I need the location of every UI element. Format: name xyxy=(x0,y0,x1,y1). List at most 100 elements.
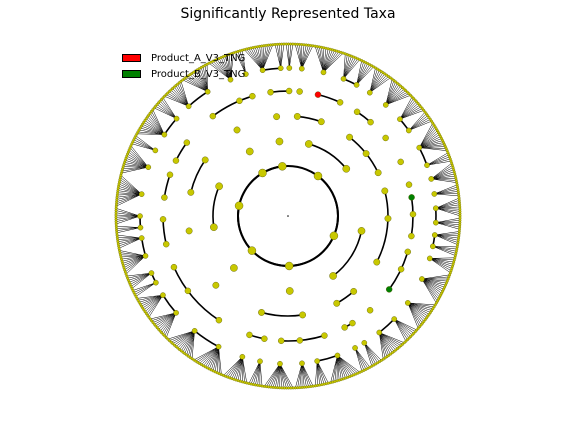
taxon-node xyxy=(174,116,179,121)
taxon-node xyxy=(350,288,356,294)
taxon-node xyxy=(398,159,404,165)
taxon-node xyxy=(430,244,435,249)
taxon-node xyxy=(286,88,292,94)
branch-arc xyxy=(163,295,176,313)
taxon-node xyxy=(236,98,242,104)
leaf-line xyxy=(436,223,460,227)
taxon-node xyxy=(146,165,151,170)
taxon-node xyxy=(341,76,346,81)
leaf-line xyxy=(430,258,451,272)
taxon-node xyxy=(260,68,265,73)
leaf-line xyxy=(355,348,364,370)
taxon-node xyxy=(278,162,286,170)
taxon-node xyxy=(138,225,143,230)
leaf-line xyxy=(357,63,366,85)
taxon-node xyxy=(246,332,252,338)
leaf-line xyxy=(394,319,410,337)
leaf-line xyxy=(120,180,142,195)
leaf-line xyxy=(409,118,429,131)
taxon-node xyxy=(314,172,322,180)
leaf-line xyxy=(434,189,458,194)
taxon-node xyxy=(185,288,191,294)
taxon-node xyxy=(273,113,279,119)
leaf-line xyxy=(364,343,379,362)
taxon-node xyxy=(321,333,327,339)
leaf-line xyxy=(136,136,155,151)
leaf-line xyxy=(433,246,456,253)
taxon-node xyxy=(173,158,179,164)
leaf-line xyxy=(422,275,450,279)
taxon-node xyxy=(261,336,267,342)
taxon-node xyxy=(343,165,350,172)
taxon-node xyxy=(358,227,365,234)
taxon-node xyxy=(337,99,343,105)
leaf-line xyxy=(427,155,449,165)
taxon-node xyxy=(173,310,178,315)
taxon-node xyxy=(278,66,283,71)
taxon-node xyxy=(315,92,321,98)
taxon-node xyxy=(367,307,373,313)
branch-arc xyxy=(379,319,394,332)
branch-arc xyxy=(262,312,303,316)
leaf-line xyxy=(315,361,317,386)
leaf-line xyxy=(135,138,156,151)
leaf-line xyxy=(260,361,262,386)
taxon-node xyxy=(161,195,167,201)
taxon-node xyxy=(184,140,190,146)
leaf-line xyxy=(255,361,260,385)
taxon-node xyxy=(153,280,158,285)
taxon-node xyxy=(398,266,404,272)
taxon-node xyxy=(186,228,192,234)
taxon-node xyxy=(405,249,411,255)
taxon-node xyxy=(216,183,223,190)
taxon-node xyxy=(363,150,369,156)
taxon-node xyxy=(186,104,191,109)
leaf-line xyxy=(409,121,432,130)
legend-label: Product_A_V3_TNG xyxy=(151,53,245,64)
taxon-node xyxy=(160,293,165,298)
taxon-node xyxy=(240,354,245,359)
leaf-node xyxy=(292,43,295,46)
leaf-line xyxy=(133,142,155,151)
taxon-node xyxy=(137,214,142,219)
branch-arc xyxy=(309,144,346,169)
branch-arc xyxy=(318,95,340,103)
leaf-line xyxy=(364,343,377,363)
taxon-node xyxy=(202,157,208,163)
branch-arc xyxy=(164,175,170,198)
taxon-node xyxy=(259,169,267,177)
legend-swatch-green xyxy=(122,70,141,78)
leaf-line xyxy=(302,45,306,69)
taxon-node xyxy=(315,359,320,364)
taxon-node xyxy=(383,102,388,107)
taxon-node xyxy=(382,188,388,194)
taxon-node xyxy=(299,66,304,71)
taxon-node xyxy=(139,235,144,240)
taxon-node xyxy=(248,247,256,255)
figure-title: Significantly Represented Taxa xyxy=(0,6,576,22)
taxon-node xyxy=(424,163,429,168)
taxon-node xyxy=(409,194,415,200)
taxon-node xyxy=(433,206,438,211)
taxon-node xyxy=(139,192,144,197)
leaf-line xyxy=(122,167,148,171)
taxon-node xyxy=(321,70,326,75)
taxon-node xyxy=(342,324,348,330)
branch-arc xyxy=(163,219,166,244)
taxon-node xyxy=(334,300,340,306)
leaf-line xyxy=(156,106,177,118)
leaf-line xyxy=(344,59,358,79)
leaf-line xyxy=(160,101,177,118)
legend-item-product-b: Product_B_V3_TNG xyxy=(122,66,245,82)
leaf-line xyxy=(400,102,417,119)
taxon-node xyxy=(234,127,240,133)
leaf-line xyxy=(131,146,148,167)
taxon-node xyxy=(330,272,337,279)
taxon-node xyxy=(287,65,292,70)
taxon-node xyxy=(406,182,412,188)
taxon-node xyxy=(354,109,360,115)
leaf-line xyxy=(297,44,301,68)
branch-arc xyxy=(419,148,427,166)
taxon-node xyxy=(346,134,352,140)
